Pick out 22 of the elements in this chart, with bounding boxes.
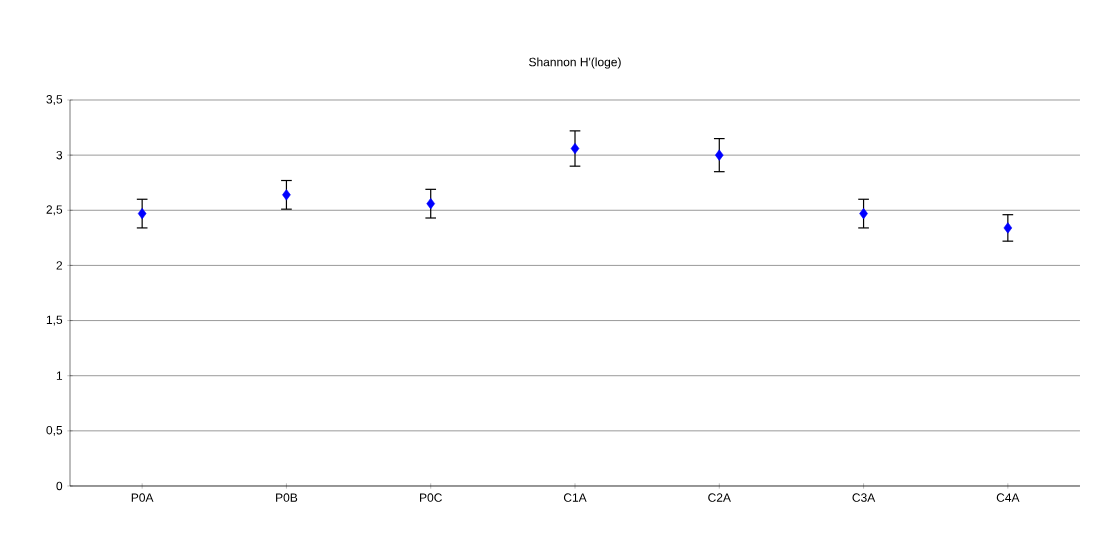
x-tick-label: C4A bbox=[996, 493, 1020, 502]
y-tick-label: 2 bbox=[56, 261, 63, 270]
point bbox=[282, 189, 291, 201]
x-tick-label: P0A bbox=[131, 493, 154, 502]
y-tick-label: 1 bbox=[56, 371, 63, 380]
point bbox=[570, 142, 580, 155]
point bbox=[715, 149, 724, 161]
x-tick-label: C2A bbox=[708, 493, 731, 502]
x-tick-label: P0B bbox=[276, 493, 298, 502]
y-tick-label: 3 bbox=[56, 150, 63, 160]
x-tick-label: P0C bbox=[420, 493, 442, 502]
x-tick-label: C3A bbox=[852, 493, 876, 502]
y-tick-label: 3,5 bbox=[46, 95, 63, 105]
y-tick-label: 2,5 bbox=[46, 205, 63, 216]
y-tick-label: 0,5 bbox=[46, 425, 63, 436]
y-tick-label: 1,5 bbox=[46, 315, 63, 326]
point bbox=[137, 207, 147, 220]
point bbox=[1003, 222, 1013, 234]
point bbox=[426, 198, 435, 210]
x-tick-label: C1A bbox=[563, 493, 587, 502]
y-tick-label: 0 bbox=[56, 481, 63, 491]
chart-title: Shannon H'(loge) bbox=[529, 57, 621, 69]
